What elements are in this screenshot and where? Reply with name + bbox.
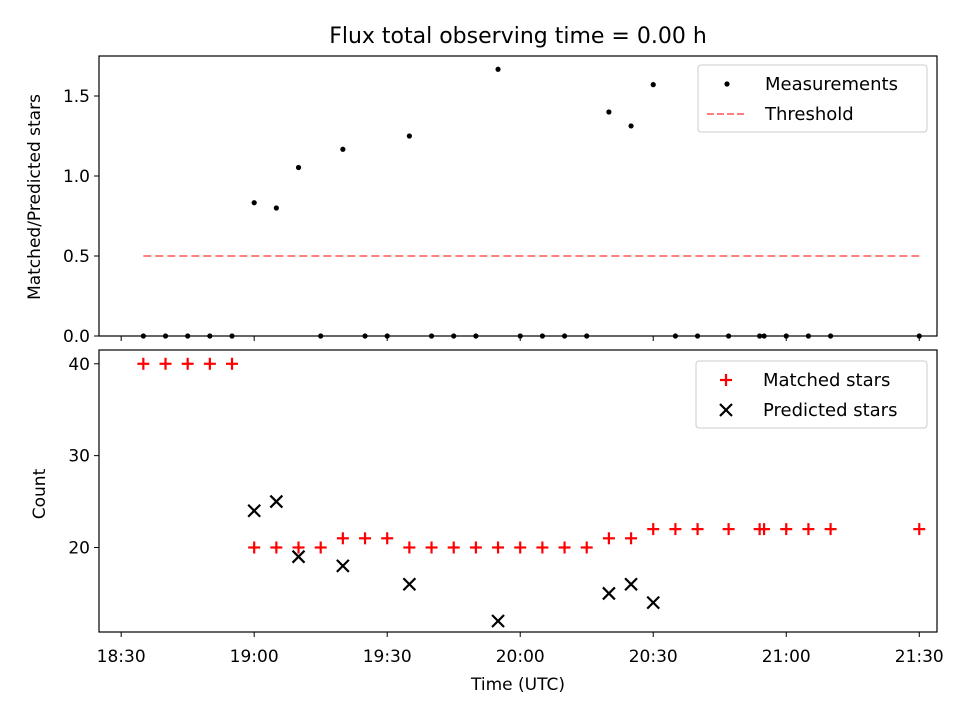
matched-stars-point: [580, 541, 593, 554]
bottom-plot-area: [137, 357, 926, 628]
x-tick-label: 20:00: [496, 647, 545, 667]
measurement-point: [273, 205, 279, 211]
matched-stars-point: [359, 532, 372, 545]
matched-stars-point: [381, 532, 394, 545]
matched-stars-point: [558, 541, 571, 554]
matched-stars-point: [425, 541, 438, 554]
matched-stars-point: [913, 523, 926, 536]
predicted-stars-point: [491, 614, 505, 628]
y-tick-label: 0.0: [63, 327, 90, 347]
matched-stars-point: [536, 541, 549, 554]
predicted-stars-point: [291, 549, 306, 564]
matched-stars-point: [669, 523, 682, 536]
legend-measurements-label: Measurements: [765, 74, 898, 95]
matched-stars-point: [403, 541, 416, 554]
predicted-stars-point: [247, 503, 261, 518]
predicted-stars-point: [402, 577, 417, 592]
predicted-stars-point: [269, 494, 284, 509]
top-y-axis-label: Matched/Predicted stars: [25, 94, 45, 300]
bottom-axes-ticks: 20 30 40 18:30 19:00 19:30 20:00 20:30 21:00 21:3…: [68, 355, 943, 667]
bottom-legend: Matched stars Predicted stars: [695, 360, 928, 429]
measurement-point: [251, 200, 257, 206]
predicted-stars-point: [336, 559, 350, 573]
y-tick-label: 1.0: [63, 167, 90, 187]
y-tick-label: 0.5: [63, 247, 90, 267]
x-axis-label: Time (UTC): [470, 675, 565, 695]
matched-stars-point: [137, 357, 150, 370]
x-tick-label: 18:30: [97, 647, 146, 667]
measurement-point: [650, 82, 656, 88]
x-tick-label: 21:00: [762, 647, 811, 667]
matched-stars-point: [248, 541, 261, 554]
matched-stars-point: [292, 541, 305, 554]
matched-stars-point: [722, 523, 735, 536]
predicted-stars-point: [646, 595, 661, 610]
predicted-stars-point: [624, 577, 638, 592]
top-legend: Measurements Threshold: [697, 64, 928, 133]
matched-stars-point: [492, 541, 505, 554]
matched-stars-point: [691, 523, 704, 536]
matched-stars-point: [780, 523, 793, 536]
x-tick-label: 19:00: [230, 647, 279, 667]
matched-stars-point: [159, 357, 172, 370]
legend-threshold-label: Threshold: [764, 104, 854, 125]
matched-stars-point: [647, 523, 660, 536]
measurement-point: [628, 123, 634, 129]
matched-stars-point: [270, 541, 283, 554]
top-axes-frame: [98, 55, 938, 337]
top-legend-box: [697, 64, 928, 133]
y-tick-label: 1.5: [63, 87, 90, 107]
bottom-axes-frame: [98, 349, 938, 633]
top-axes-ticks: 0.0 0.5 1.0 1.5: [63, 87, 920, 347]
measurement-point: [340, 146, 346, 152]
measurement-point: [606, 109, 612, 115]
x-tick-label: 21:30: [895, 647, 944, 667]
matched-stars-point: [226, 357, 239, 370]
matched-stars-point: [469, 541, 482, 554]
matched-stars-point: [181, 357, 194, 370]
y-tick-label: 30: [68, 447, 90, 467]
measurement-point: [406, 133, 412, 139]
legend-predicted-label: Predicted stars: [763, 400, 897, 421]
y-tick-label: 40: [68, 355, 90, 375]
legend-matched-marker: [720, 374, 732, 386]
matched-stars-point: [802, 523, 815, 536]
matched-stars-point: [336, 532, 349, 545]
x-tick-label: 19:30: [363, 647, 412, 667]
predicted-stars-point: [602, 586, 616, 601]
chart-title: Flux total observing time = 0.00 h: [329, 24, 707, 49]
bottom-y-axis-label: Count: [30, 468, 50, 519]
legend-measurements-marker: [724, 81, 730, 87]
y-tick-label: 20: [68, 538, 90, 558]
matched-stars-point: [602, 532, 615, 545]
matched-stars-point: [203, 357, 216, 370]
legend-predicted-marker: [719, 403, 733, 417]
ratio-panel: Flux total observing time = 0.00 h Match…: [25, 24, 938, 347]
measurement-point: [495, 66, 501, 72]
measurement-point: [295, 164, 302, 171]
matched-stars-point: [447, 541, 460, 554]
matched-stars-point: [625, 532, 638, 545]
matched-stars-point: [314, 541, 327, 554]
matched-stars-point: [514, 541, 527, 554]
legend-matched-label: Matched stars: [763, 370, 890, 391]
bottom-legend-box: [695, 360, 928, 429]
matched-stars-point: [758, 523, 771, 536]
x-tick-label: 20:30: [629, 647, 678, 667]
matched-stars-point: [824, 523, 837, 536]
